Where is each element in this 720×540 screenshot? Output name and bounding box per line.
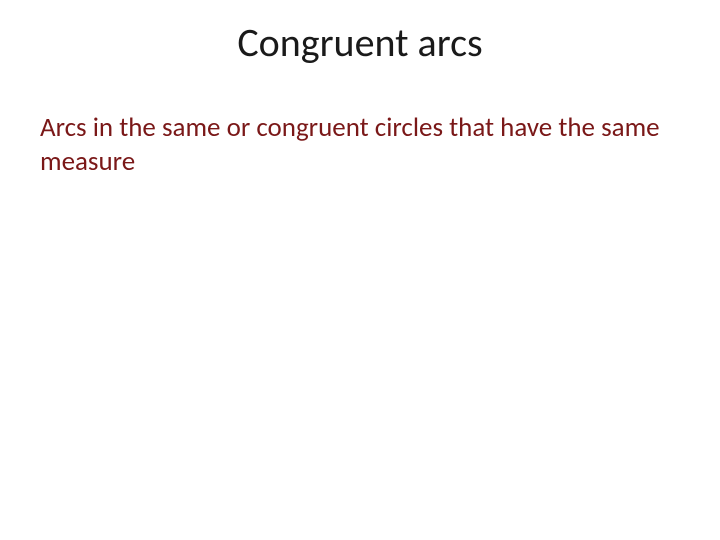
slide-title: Congruent arcs — [0, 18, 720, 67]
slide-body-text: Arcs in the same or congruent circles th… — [0, 111, 720, 179]
slide-container: Congruent arcs Arcs in the same or congr… — [0, 0, 720, 540]
